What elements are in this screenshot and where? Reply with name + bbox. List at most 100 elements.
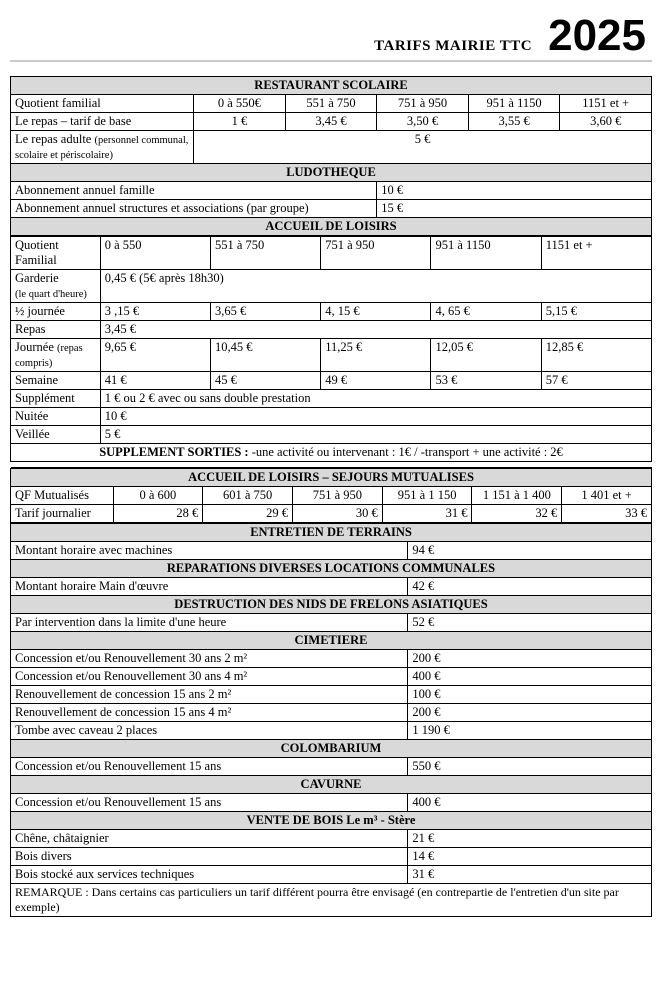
cell: 3,45 € — [285, 113, 377, 131]
cell: 21 € — [408, 830, 652, 848]
label-main: Journée — [15, 340, 57, 354]
row-label: Repas — [11, 321, 101, 339]
row-label: Abonnement annuel famille — [11, 182, 377, 200]
cell: 12,05 € — [431, 339, 541, 372]
cell: 5 € — [194, 131, 652, 164]
row-label: Concession et/ou Renouvellement 15 ans — [11, 794, 408, 812]
cell: 42 € — [408, 578, 652, 596]
section-cimetiere: CIMETIERE — [11, 632, 652, 650]
cell: 5,15 € — [541, 303, 651, 321]
qf-bracket: 1 151 à 1 400 — [472, 487, 562, 505]
sorties-value: -une activité ou intervenant : 1€ / -tra… — [249, 445, 563, 459]
label-main: Garderie — [15, 271, 59, 285]
cell: 14 € — [408, 848, 652, 866]
cell: 3,55 € — [468, 113, 560, 131]
qf-bracket: 551 à 750 — [285, 95, 377, 113]
section-entretien: ENTRETIEN DE TERRAINS — [11, 524, 652, 542]
section-bois: VENTE DE BOIS Le m³ - Stère — [11, 812, 652, 830]
cell: 10 € — [377, 182, 652, 200]
cell: 10,45 € — [210, 339, 320, 372]
qf-bracket: 0 à 550 — [100, 237, 210, 270]
qf-bracket: 1151 et + — [541, 237, 651, 270]
cell: 12,85 € — [541, 339, 651, 372]
sejours-table: ACCUEIL DE LOISIRS – SEJOURS MUTUALISES … — [10, 468, 652, 523]
cell: 3,60 € — [560, 113, 652, 131]
simple-sections-table: ENTRETIEN DE TERRAINS Montant horaire av… — [10, 523, 652, 917]
row-label: Le repas – tarif de base — [11, 113, 194, 131]
qf-label: Quotient familial — [11, 95, 194, 113]
row-label: Par intervention dans la limite d'une he… — [11, 614, 408, 632]
qf-bracket: 751 à 950 — [293, 487, 383, 505]
cell: 200 € — [408, 650, 652, 668]
cell: 3 ,15 € — [100, 303, 210, 321]
cell: 45 € — [210, 372, 320, 390]
cell: 1 190 € — [408, 722, 652, 740]
page-title-small: TARIFS MAIRIE TTC — [374, 38, 532, 55]
qf-bracket: 0 à 550€ — [194, 95, 286, 113]
cell: 5 € — [100, 426, 651, 444]
cell: 3,45 € — [100, 321, 651, 339]
qf-bracket: 0 à 600 — [113, 487, 203, 505]
qf-bracket: 951 à 1150 — [468, 95, 560, 113]
page-title-year: 2025 — [548, 14, 646, 58]
qf-label: Quotient Familial — [11, 237, 101, 270]
cell: 550 € — [408, 758, 652, 776]
qf-bracket: 1151 et + — [560, 95, 652, 113]
cell: 11,25 € — [321, 339, 431, 372]
row-label: Renouvellement de concession 15 ans 4 m² — [11, 704, 408, 722]
cell: 57 € — [541, 372, 651, 390]
page-title-row: TARIFS MAIRIE TTC 2025 — [10, 10, 652, 62]
gap — [11, 462, 652, 468]
cell: 4, 15 € — [321, 303, 431, 321]
row-label: Bois divers — [11, 848, 408, 866]
qf-bracket: 551 à 750 — [210, 237, 320, 270]
cell: 30 € — [293, 505, 383, 523]
cell: 10 € — [100, 408, 651, 426]
label-main: Le repas adulte — [15, 132, 94, 146]
row-label: Veillée — [11, 426, 101, 444]
cell: 1 € — [194, 113, 286, 131]
cell: 49 € — [321, 372, 431, 390]
tarifs-table: RESTAURANT SCOLAIRE Quotient familial 0 … — [10, 76, 652, 236]
cell: 0,45 € (5€ après 18h30) — [100, 270, 651, 303]
cell: 3,65 € — [210, 303, 320, 321]
qf-bracket: 951 à 1 150 — [382, 487, 472, 505]
row-label: Renouvellement de concession 15 ans 2 m² — [11, 686, 408, 704]
cell: 400 € — [408, 794, 652, 812]
qf-bracket: 1 401 et + — [562, 487, 652, 505]
row-label: Le repas adulte (personnel communal, sco… — [11, 131, 194, 164]
row-label: Montant horaire Main d'œuvre — [11, 578, 408, 596]
row-label: Tarif journalier — [11, 505, 114, 523]
qf-label: QF Mutualisés — [11, 487, 114, 505]
row-label: Concession et/ou Renouvellement 15 ans — [11, 758, 408, 776]
row-label: Bois stocké aux services techniques — [11, 866, 408, 884]
remarque: REMARQUE : Dans certains cas particulier… — [11, 884, 652, 917]
cell: 9,65 € — [100, 339, 210, 372]
row-label: Abonnement annuel structures et associat… — [11, 200, 377, 218]
row-label: Chêne, châtaignier — [11, 830, 408, 848]
cell: 53 € — [431, 372, 541, 390]
cell: 200 € — [408, 704, 652, 722]
qf-bracket: 951 à 1150 — [431, 237, 541, 270]
qf-bracket: 601 à 750 — [203, 487, 293, 505]
cell: 41 € — [100, 372, 210, 390]
cell: 31 € — [382, 505, 472, 523]
row-label: Concession et/ou Renouvellement 30 ans 2… — [11, 650, 408, 668]
section-cavurne: CAVURNE — [11, 776, 652, 794]
cell: 28 € — [113, 505, 203, 523]
section-colombarium: COLOMBARIUM — [11, 740, 652, 758]
accueil-table: Quotient Familial 0 à 550 551 à 750 751 … — [10, 236, 652, 468]
section-accueil: ACCUEIL DE LOISIRS — [11, 218, 652, 236]
cell: 94 € — [408, 542, 652, 560]
cell: 52 € — [408, 614, 652, 632]
row-label: ½ journée — [11, 303, 101, 321]
sorties-label: SUPPLEMENT SORTIES : — [99, 445, 248, 459]
cell: 15 € — [377, 200, 652, 218]
section-sejours: ACCUEIL DE LOISIRS – SEJOURS MUTUALISES — [11, 469, 652, 487]
cell: 32 € — [472, 505, 562, 523]
cell: 100 € — [408, 686, 652, 704]
cell: 1 € ou 2 € avec ou sans double prestatio… — [100, 390, 651, 408]
cell: 4, 65 € — [431, 303, 541, 321]
section-frelons: DESTRUCTION DES NIDS DE FRELONS ASIATIQU… — [11, 596, 652, 614]
section-ludotheque: LUDOTHEQUE — [11, 164, 652, 182]
